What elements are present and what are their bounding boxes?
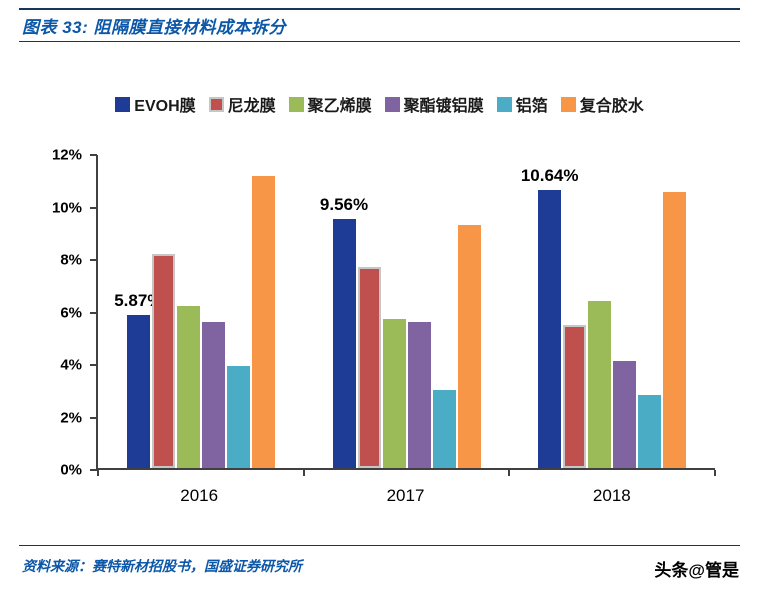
x-axis-label-2017: 2017 xyxy=(386,486,425,505)
y-axis: 0% 2% 4% 6% 8% 10% 12% xyxy=(0,148,92,478)
legend-item-复合胶水: 复合胶水 xyxy=(560,92,644,116)
plot-area: 5.87% 9.56% 10.64% xyxy=(96,155,716,476)
legend-label-尼龙膜: 尼龙膜 xyxy=(227,98,276,115)
y-axis-tick xyxy=(90,206,97,209)
y-axis-label-12%: 12% xyxy=(51,146,82,164)
legend-swatch-EVOH膜 xyxy=(115,96,131,112)
footer-rule xyxy=(19,545,740,546)
legend-item-铝箔: 铝箔 xyxy=(496,92,548,116)
data-label-EVOH膜-2018: 10.64% xyxy=(520,166,579,186)
legend-item-EVOH膜: EVOH膜 xyxy=(115,92,196,116)
chart-plot-wrap: 0% 2% 4% 6% 8% 10% 12% 5.87% 9.56% 10.64% xyxy=(0,148,759,478)
bar-尼龙膜-2018 xyxy=(563,324,587,468)
legend-item-聚乙烯膜: 聚乙烯膜 xyxy=(288,92,372,116)
legend-swatch-聚酯镀铝膜 xyxy=(384,96,400,112)
chart-legend: EVOH膜 尼龙膜 聚乙烯膜 聚酯镀铝膜 铝箔 复合胶水 xyxy=(0,92,759,116)
y-axis-tick xyxy=(90,259,97,261)
y-axis-tick xyxy=(90,154,97,156)
bar-聚酯镀铝膜-2017 xyxy=(407,321,431,468)
x-axis-label-2016: 2016 xyxy=(180,486,219,505)
bar-复合胶水-2017 xyxy=(457,225,481,468)
legend-item-尼龙膜: 尼龙膜 xyxy=(208,92,276,116)
bar-EVOH膜-2018: 10.64% xyxy=(521,166,579,468)
x-axis-tick xyxy=(97,470,99,476)
bar-聚乙烯膜-2016 xyxy=(176,306,200,468)
bar-聚乙烯膜-2017 xyxy=(382,319,406,468)
y-axis-tick xyxy=(90,469,97,471)
bar-EVOH膜-2016: 5.87% xyxy=(114,291,162,468)
x-axis-label-2018: 2018 xyxy=(592,486,631,505)
bar-group-2018: 10.64% xyxy=(509,155,715,468)
legend-label-聚乙烯膜: 聚乙烯膜 xyxy=(307,98,372,115)
data-label-EVOH膜-2017: 9.56% xyxy=(319,194,369,214)
y-axis-label-4%: 4% xyxy=(60,356,82,374)
bar-铝箔-2016 xyxy=(226,366,250,468)
x-axis-labels: 2016 2017 2018 xyxy=(96,486,715,506)
legend-label-复合胶水: 复合胶水 xyxy=(579,98,644,115)
figure-title: 图表 33: 阻隔膜直接材料成本拆分 xyxy=(22,18,287,37)
bar-尼龙膜-2016 xyxy=(151,254,175,468)
y-axis-tick xyxy=(90,416,97,419)
y-axis-label-8%: 8% xyxy=(60,251,82,269)
legend-item-聚酯镀铝膜: 聚酯镀铝膜 xyxy=(384,92,484,116)
bar-复合胶水-2018 xyxy=(663,191,687,468)
x-axis-tick xyxy=(508,470,511,476)
y-axis-label-0%: 0% xyxy=(60,461,82,479)
data-label-EVOH膜-2016: 5.87% xyxy=(114,290,163,310)
bar-铝箔-2017 xyxy=(432,389,456,468)
bar-聚乙烯膜-2018 xyxy=(588,301,612,468)
bar-复合胶水-2016 xyxy=(251,175,275,468)
legend-swatch-铝箔 xyxy=(496,96,512,112)
legend-label-聚酯镀铝膜: 聚酯镀铝膜 xyxy=(403,98,484,115)
bar-group-2016: 5.87% xyxy=(98,155,304,468)
y-axis-label-10%: 10% xyxy=(51,199,82,216)
x-axis-tick xyxy=(714,470,716,476)
legend-swatch-聚乙烯膜 xyxy=(288,96,304,112)
legend-swatch-尼龙膜 xyxy=(208,96,224,112)
watermark: 头条@管是 xyxy=(654,561,739,580)
bar-group-2017: 9.56% xyxy=(304,155,510,468)
title-underline xyxy=(19,41,740,42)
x-axis-tick xyxy=(302,470,305,476)
top-rule xyxy=(19,8,740,10)
source-note: 资料来源：赛特新材招股书，国盛证券研究所 xyxy=(22,558,302,574)
y-axis-label-6%: 6% xyxy=(60,304,82,321)
legend-label-铝箔: 铝箔 xyxy=(515,98,548,115)
y-axis-tick xyxy=(90,364,97,366)
y-axis-tick xyxy=(90,311,97,314)
legend-swatch-复合胶水 xyxy=(560,96,576,112)
bar-铝箔-2018 xyxy=(638,394,662,468)
bar-聚酯镀铝膜-2018 xyxy=(613,361,637,468)
bar-尼龙膜-2017 xyxy=(357,267,381,468)
y-axis-label-2%: 2% xyxy=(60,409,82,426)
legend-label-EVOH膜: EVOH膜 xyxy=(134,98,196,115)
bar-EVOH膜-2017: 9.56% xyxy=(320,195,368,468)
bar-聚酯镀铝膜-2016 xyxy=(201,321,225,468)
